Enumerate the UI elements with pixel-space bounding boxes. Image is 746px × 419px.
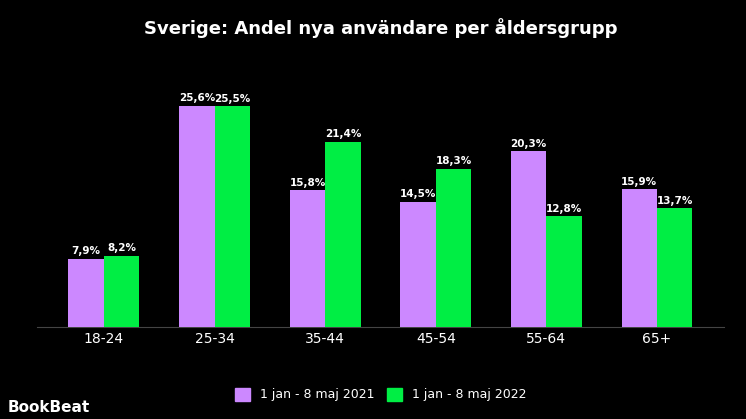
Bar	[289, 190, 325, 327]
Bar	[69, 259, 104, 327]
Legend: 1 jan - 8 maj 2021, 1 jan - 8 maj 2022: 1 jan - 8 maj 2021, 1 jan - 8 maj 2022	[230, 383, 531, 406]
Bar	[657, 208, 692, 327]
Text: 14,5%: 14,5%	[400, 189, 436, 199]
Text: 8,2%: 8,2%	[107, 243, 136, 253]
Text: 21,4%: 21,4%	[325, 129, 361, 139]
Bar	[325, 142, 360, 327]
Bar	[401, 202, 436, 327]
Text: 25,5%: 25,5%	[214, 94, 251, 104]
Bar	[436, 169, 471, 327]
Bar	[179, 106, 215, 327]
Bar	[621, 189, 657, 327]
Text: 25,6%: 25,6%	[179, 93, 215, 103]
Text: 12,8%: 12,8%	[546, 204, 582, 214]
Text: 18,3%: 18,3%	[436, 156, 471, 166]
Text: 15,8%: 15,8%	[289, 178, 325, 188]
Bar	[546, 216, 582, 327]
Text: 13,7%: 13,7%	[656, 196, 693, 206]
Bar	[215, 106, 250, 327]
Text: 7,9%: 7,9%	[72, 246, 101, 256]
Bar	[511, 151, 546, 327]
Bar	[104, 256, 140, 327]
Title: Sverige: Andel nya användare per åldersgrupp: Sverige: Andel nya användare per åldersg…	[144, 18, 617, 38]
Text: 20,3%: 20,3%	[510, 139, 547, 149]
Text: 15,9%: 15,9%	[621, 177, 657, 187]
Text: BookBeat: BookBeat	[7, 400, 90, 415]
